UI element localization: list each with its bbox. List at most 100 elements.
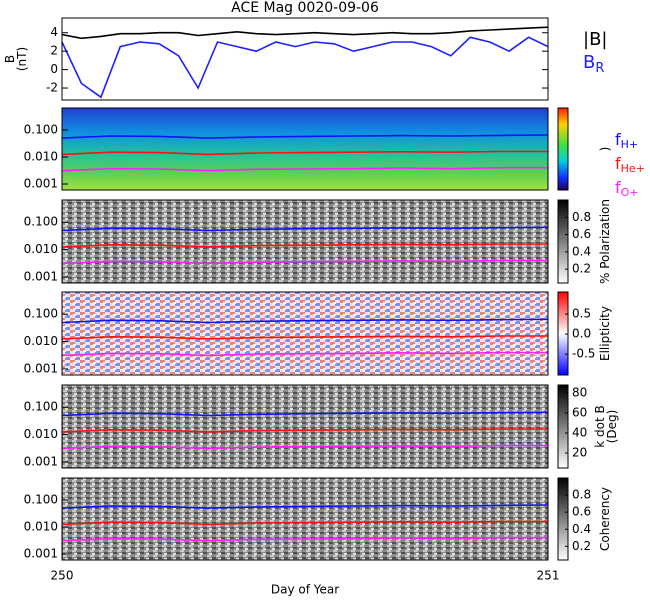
colorbar-tick-label: -0.5 <box>572 347 595 361</box>
legend-entry: fO+ <box>615 178 639 200</box>
y-tick-label: 0 <box>50 62 58 76</box>
colorbar-tick-label: 60 <box>572 406 587 420</box>
colorbar-label-name: Coherency <box>598 487 612 551</box>
y-tick-label: 0.001 <box>24 547 58 561</box>
gyrofrequency-line <box>61 226 549 232</box>
panel-frame <box>61 384 549 469</box>
colorbar-tick-label: 0.6 <box>572 227 591 241</box>
gyrofrequency-line <box>61 134 549 139</box>
y-tick-label: 0.001 <box>24 361 58 375</box>
y-tick-label: 4 <box>50 25 58 39</box>
data-line <box>61 26 549 40</box>
spectrogram-image <box>62 292 548 375</box>
spectrogram-image <box>62 478 548 560</box>
colorbar-label: % Polarization <box>598 199 612 284</box>
colorbar <box>557 384 569 469</box>
y-tick-label: 2 <box>50 44 58 58</box>
panel-frame <box>61 291 549 376</box>
y-tick-label: 0.010 <box>24 519 58 533</box>
gyrofrequency-line <box>61 520 548 526</box>
colorbar-label-name: Ellipticity <box>598 306 612 361</box>
data-line <box>61 36 549 99</box>
colorbar <box>557 477 569 561</box>
legend-entry-main: f <box>615 178 621 197</box>
colorbar-label-name: % Polarization <box>598 199 612 284</box>
spectrogram-image <box>62 385 548 468</box>
legend-entry-sub: O+ <box>621 186 639 199</box>
legend-entry-sub: He+ <box>621 162 645 175</box>
y-tick-label: 0.100 <box>24 307 58 321</box>
legend-entry: fHe+ <box>615 154 645 176</box>
panel-frame <box>61 477 549 561</box>
colorbar-tick-label: 0.0 <box>572 327 591 341</box>
x-tick-label: 251 <box>537 569 560 583</box>
chart-title: ACE Mag 0020-09-06 <box>231 0 379 16</box>
colorbar-tick-label: 0.8 <box>572 210 591 224</box>
gyrofrequency-line <box>61 166 548 172</box>
colorbar-label-name: k dot B <box>593 405 607 447</box>
colorbar-label-unit: (Deg) <box>605 410 619 444</box>
spectrogram-image <box>62 108 548 190</box>
legend-entry: |B| <box>583 29 607 50</box>
y-axis-label-unit: (nT) <box>15 47 29 71</box>
y-tick-label: 0.010 <box>24 427 58 441</box>
colorbar-label: Ellipticity <box>598 306 612 361</box>
panel-frame <box>61 107 549 191</box>
colorbar-label: ) <box>598 147 612 152</box>
gyrofrequency-line <box>61 504 549 509</box>
legend-entry-main: |B| <box>583 29 607 50</box>
y-tick-label: 0.100 <box>24 215 58 229</box>
gyrofrequency-line <box>61 243 548 248</box>
gyrofrequency-line <box>61 150 548 156</box>
legend-entry-main: f <box>615 130 621 149</box>
colorbar-tick-label: 0.6 <box>572 505 591 519</box>
spectrogram-image <box>62 200 548 283</box>
y-tick-label: 0.010 <box>24 149 58 163</box>
legend-entry: fH+ <box>615 130 638 152</box>
colorbar-tick-label: 0.2 <box>572 262 591 276</box>
y-tick-label: 0.001 <box>24 454 58 468</box>
gyrofrequency-line <box>61 428 548 433</box>
colorbar-label-name: ) <box>598 147 612 152</box>
colorbar-label: k dot B(Deg) <box>593 405 619 447</box>
gyrofrequency-line <box>61 351 548 357</box>
y-axis-label-name: B <box>3 55 17 63</box>
colorbar-tick-label: 80 <box>572 386 587 400</box>
gyrofrequency-line <box>61 335 548 340</box>
y-tick-label: 0.100 <box>24 492 58 506</box>
legend-entry-sub: H+ <box>621 138 639 151</box>
colorbar-tick-label: 40 <box>572 426 587 440</box>
y-tick-label: 0.010 <box>24 242 58 256</box>
colorbar <box>557 199 569 284</box>
legend-entry: BR <box>583 52 604 76</box>
gyrofrequency-line <box>61 318 549 324</box>
colorbar-tick-label: 0.5 <box>572 307 591 321</box>
colorbar <box>557 291 569 376</box>
gyrofrequency-line <box>61 259 548 265</box>
y-axis-label: B(nT) <box>3 47 29 71</box>
colorbar-tick-label: 0.2 <box>572 539 591 553</box>
x-tick-label: 250 <box>51 569 74 583</box>
y-tick-label: 0.001 <box>24 269 58 283</box>
legend-entry-main: f <box>615 154 621 173</box>
y-tick-label: 0.010 <box>24 334 58 348</box>
y-tick-label: 0.100 <box>24 400 58 414</box>
colorbar-tick-label: 0.4 <box>572 522 591 536</box>
colorbar-tick-label: 0.4 <box>572 244 591 258</box>
panel-frame <box>61 17 549 101</box>
y-tick-label: -2 <box>46 81 58 95</box>
colorbar-tick-label: 0.8 <box>572 488 591 502</box>
colorbar-tick-label: 20 <box>572 446 587 460</box>
gyrofrequency-line <box>61 411 549 417</box>
legend-entry-sub: R <box>595 61 604 76</box>
y-tick-label: 0.001 <box>24 177 58 191</box>
colorbar <box>557 107 569 191</box>
colorbar-label: Coherency <box>598 487 612 551</box>
panel-frame <box>61 199 549 284</box>
legend-entry-main: B <box>583 52 595 73</box>
gyrofrequency-line <box>61 536 548 542</box>
y-tick-label: 0.100 <box>24 122 58 136</box>
gyrofrequency-line <box>61 444 548 450</box>
x-axis-label: Day of Year <box>271 583 339 597</box>
